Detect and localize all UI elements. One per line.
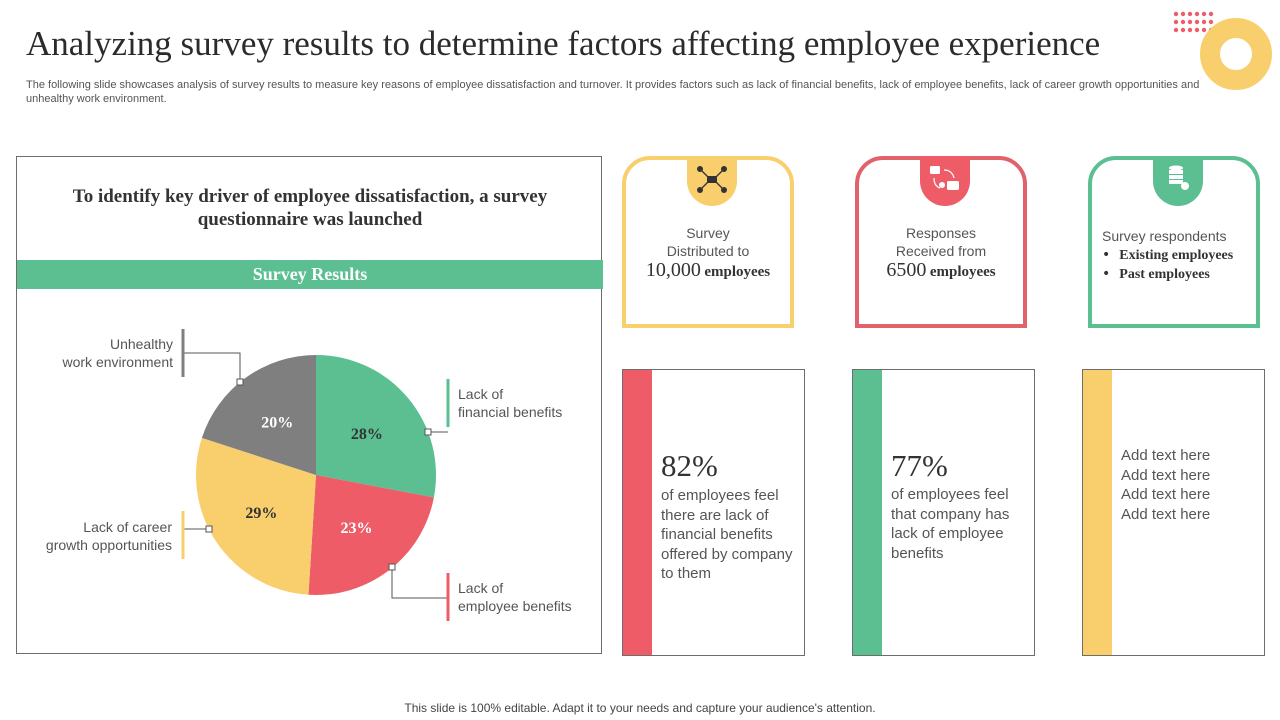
pie-connector-line <box>183 352 241 382</box>
card-value: 6500 employees <box>859 259 1023 282</box>
stat-card-financial: 82% of employees feel there are lack of … <box>622 369 805 656</box>
panel-heading: To identify key driver of employee dissa… <box>17 185 603 231</box>
pie-label-line: Lack of <box>458 580 504 596</box>
chat-people-icon <box>920 156 970 206</box>
pie-connector-anchor <box>424 428 432 436</box>
pie-label-line: Lack of career <box>83 519 172 535</box>
stat-accent-bar <box>623 370 652 655</box>
pie-label-line: work environment <box>62 354 174 370</box>
card-big-number: 10,000 <box>645 259 701 281</box>
pie-label-line: Unhealthy <box>109 336 173 352</box>
pie-slice-career-growth <box>195 437 316 595</box>
card-unit: employees <box>704 264 771 280</box>
pie-connector-line <box>391 567 448 599</box>
stat-description: of employees feel there are lack of fina… <box>661 487 793 582</box>
pie-label-financial: Lack of financial benefits <box>458 385 562 421</box>
stat-percent: 82% <box>661 448 718 483</box>
placeholder-line: Add text here <box>1121 466 1211 484</box>
stat-percent: 77% <box>891 448 948 483</box>
card-line1: Survey <box>686 225 730 241</box>
card-survey-distributed: Survey Distributed to 10,000 employees <box>622 156 794 328</box>
pie-connector-anchor <box>236 378 244 386</box>
placeholder-line: Add text here <box>1121 447 1211 464</box>
stat-card-employee-benefits: 77% of employees feel that company has l… <box>852 369 1035 656</box>
pie-label-line: employee benefits <box>458 598 572 614</box>
survey-panel: To identify key driver of employee dissa… <box>16 156 603 654</box>
card-responses-received: Responses Received from 6500 employees <box>855 156 1027 328</box>
card-line2: Distributed to <box>666 243 750 259</box>
pie-slice-employee-benefits <box>308 475 434 595</box>
placeholder-lines: Add text here Add text here Add text her… <box>1121 446 1256 524</box>
panel-heading-line1: To identify key driver of employee dissa… <box>72 186 548 207</box>
pie-label-work-environment: Unhealthy work environment <box>17 335 174 371</box>
survey-results-band: Survey Results <box>17 260 603 289</box>
card-survey-respondents: Survey respondents Existing employees Pa… <box>1088 156 1260 328</box>
pie-value-label: 20% <box>261 415 293 432</box>
stat-accent-bar <box>1083 370 1112 655</box>
card-line1: Responses <box>905 225 977 241</box>
card-value: 10,000 employees <box>626 259 790 282</box>
database-icon <box>1153 156 1203 206</box>
stat-accent-bar <box>853 370 882 655</box>
slide-title: Analyzing survey results to determine fa… <box>26 24 1101 63</box>
pie-slice-financial <box>316 355 436 498</box>
pie-chart: 28% 23% 29% 20% <box>181 329 450 621</box>
placeholder-line: Add text here <box>1121 486 1211 503</box>
card-line2: Received from <box>895 243 987 259</box>
pie-slice-work-environment <box>201 355 316 475</box>
stat-card-placeholder: Add text here Add text here Add text her… <box>1082 369 1265 656</box>
pie-value-label: 23% <box>340 520 372 537</box>
card-unit: employees <box>929 264 996 280</box>
panel-heading-line2: questionnaire was launched <box>197 209 423 230</box>
pie-label-line: growth opportunities <box>45 537 172 553</box>
respondent-list: Existing employees Past employees <box>1102 246 1233 284</box>
stat-description: of employees feel that company has lack … <box>891 486 1010 562</box>
pie-value-label: 29% <box>245 505 277 522</box>
pie-value-label: 28% <box>351 426 383 443</box>
pie-label-line: financial benefits <box>458 404 563 420</box>
network-people-icon <box>687 156 737 206</box>
decorative-dots-ring <box>1173 11 1272 90</box>
slide-footer: This slide is 100% editable. Adapt it to… <box>404 701 876 715</box>
respondent-item: Existing employees <box>1102 246 1233 265</box>
pie-connector-anchor <box>205 525 213 533</box>
placeholder-line: Add text here <box>1121 505 1211 523</box>
respondent-item: Past employees <box>1102 265 1233 284</box>
card-line1: Survey respondents <box>1102 228 1227 244</box>
slide-subtitle: The following slide showcases analysis o… <box>26 79 1200 105</box>
pie-label-line: Lack of <box>458 386 504 402</box>
card-big-number: 6500 <box>886 259 927 281</box>
pie-label-career-growth: Lack of career growth opportunities <box>17 518 172 554</box>
pie-label-employee-benefits: Lack of employee benefits <box>458 579 572 615</box>
pie-connector-anchor <box>388 563 396 571</box>
